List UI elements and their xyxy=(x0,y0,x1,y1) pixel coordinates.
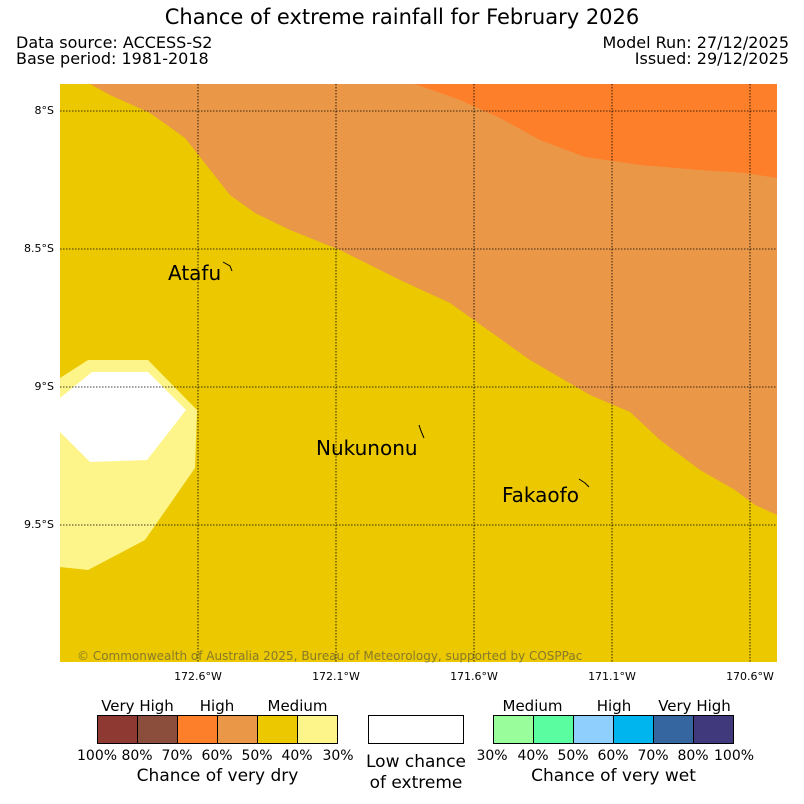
place-label-fakaofo: Fakaofo xyxy=(502,483,579,507)
nukunonu-coastline xyxy=(418,424,425,439)
header-left-meta: Data source: ACCESS-S2 Base period: 1981… xyxy=(16,35,212,67)
map-title: Chance of extreme rainfall for February … xyxy=(164,5,640,29)
wet-category-very-high: Very High xyxy=(658,697,731,715)
wet-pct-30: 30% xyxy=(476,748,508,764)
wet-pct-80: 80% xyxy=(677,748,709,764)
wet-pct-60: 60% xyxy=(597,748,629,764)
dry-category-high: High xyxy=(199,697,235,715)
dry-legend-colorbar xyxy=(97,715,338,744)
lon-gridlines xyxy=(197,84,751,662)
lon-label-172-6w: 172.6°W xyxy=(174,670,222,683)
low-chance-swatch xyxy=(368,715,464,744)
lat-label-9-5s: 9.5°S xyxy=(24,518,54,531)
dry-pct-60: 60% xyxy=(201,748,233,764)
wet-swatch-40-50 xyxy=(534,716,574,743)
dry-pct-100: 100% xyxy=(77,748,118,764)
fakaofo-coastline xyxy=(578,478,590,488)
base-period-text: Base period: 1981-2018 xyxy=(16,49,209,68)
zone-low-chance xyxy=(60,372,186,462)
wet-category-high: High xyxy=(596,697,632,715)
wet-swatch-70-80 xyxy=(654,716,694,743)
header-right-meta: Model Run: 27/12/2025 Issued: 29/12/2025 xyxy=(603,35,790,67)
wet-legend-caption: Chance of very wet xyxy=(531,766,696,786)
data-source-text: Data source: ACCESS-S2 xyxy=(16,33,213,52)
dry-category-medium: Medium xyxy=(267,697,328,715)
atafu-coastline xyxy=(222,261,233,272)
lon-label-171-1w: 171.1°W xyxy=(588,670,636,683)
lon-label-170-6w: 170.6°W xyxy=(726,670,774,683)
model-run-text: Model Run: 27/12/2025 xyxy=(602,33,790,52)
dry-swatch-70-80 xyxy=(138,716,178,743)
wet-pct-70: 70% xyxy=(637,748,669,764)
wet-category-medium: Medium xyxy=(502,697,563,715)
low-chance-caption-line2: of extreme xyxy=(369,773,463,793)
lon-label-171-6w: 171.6°W xyxy=(450,670,498,683)
dry-pct-50: 50% xyxy=(241,748,273,764)
dry-swatch-80-100 xyxy=(98,716,138,743)
lon-label-172-1w: 172.1°W xyxy=(312,670,360,683)
lat-label-8s: 8°S xyxy=(34,104,54,117)
zone-high-dry-60-70 xyxy=(90,84,777,515)
issued-text: Issued: 29/12/2025 xyxy=(634,49,789,68)
dry-swatch-60-70 xyxy=(178,716,218,743)
wet-legend-colorbar xyxy=(493,715,734,744)
wet-pct-40: 40% xyxy=(517,748,549,764)
dry-swatch-50-60 xyxy=(218,716,258,743)
wet-swatch-30-40 xyxy=(494,716,534,743)
zone-high-dry-70-80 xyxy=(415,84,777,178)
wet-pct-50: 50% xyxy=(557,748,589,764)
place-label-atafu: Atafu xyxy=(168,261,222,285)
lat-gridlines xyxy=(60,110,777,526)
dry-pct-30: 30% xyxy=(322,748,354,764)
wet-swatch-50-60 xyxy=(574,716,614,743)
wet-swatch-60-70 xyxy=(614,716,654,743)
copyright-credit: © Commonwealth of Australia 2025, Bureau… xyxy=(77,649,583,663)
dry-pct-80: 80% xyxy=(121,748,153,764)
place-label-nukunonu: Nukunonu xyxy=(316,436,418,460)
lat-label-9s: 9°S xyxy=(34,380,54,393)
wet-pct-100: 100% xyxy=(714,748,755,764)
dry-legend-caption: Chance of very dry xyxy=(136,766,299,786)
dry-category-very-high: Very High xyxy=(101,697,174,715)
lat-label-8-5s: 8.5°S xyxy=(24,242,54,255)
dry-swatch-40-50 xyxy=(258,716,298,743)
dry-pct-40: 40% xyxy=(281,748,313,764)
low-chance-caption-line1: Low chance xyxy=(366,752,466,772)
wet-swatch-80-100 xyxy=(694,716,733,743)
dry-swatch-30-40 xyxy=(298,716,337,743)
dry-pct-70: 70% xyxy=(161,748,193,764)
